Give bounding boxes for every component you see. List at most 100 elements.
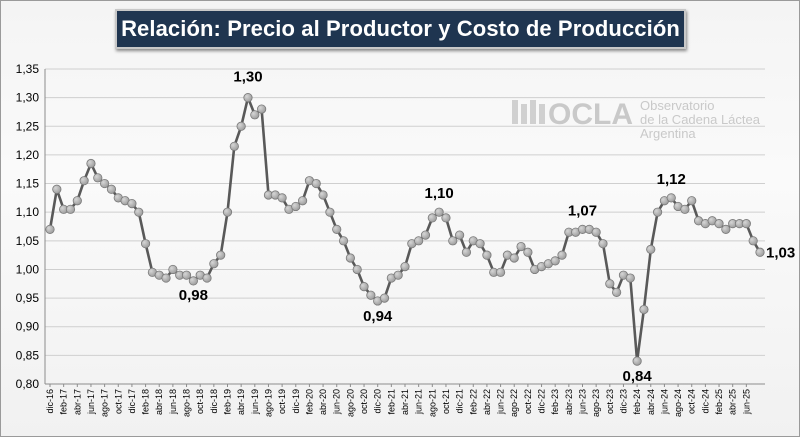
x-tick-label: abr-17 [72,389,82,415]
ocla-logo-line3: Argentina [640,126,696,141]
data-point [79,176,89,186]
data-point [297,196,308,206]
x-tick-label: abr-25 [728,389,738,415]
x-tick-label: oct-19 [277,389,287,414]
x-tick-label: jun-22 [496,389,506,415]
y-tick-label: 1,15 [16,177,40,191]
data-point [352,264,362,275]
y-tick-label: 1,00 [16,262,40,276]
data-point [632,356,642,366]
data-point [680,204,690,214]
data-point [188,276,198,286]
data-point [325,207,335,217]
data-point [591,227,601,237]
data-point [461,247,472,257]
data-point [666,193,676,203]
data-point [72,196,82,206]
data-point [65,204,76,214]
ocla-logo-line1: Observatorio [640,98,714,113]
data-label: 1,10 [425,185,454,202]
x-tick-label: dic-24 [700,389,710,414]
data-point [209,259,219,269]
data-label: 1,12 [657,171,686,188]
y-axis: 0,80 0,85 0,90 0,95 1,00 1,05 1,10 1,15 1,20 1,25… [16,62,40,391]
data-point [434,207,444,217]
data-point [714,219,724,229]
y-tick-label: 1,35 [16,62,40,76]
x-tick-label: abr-23 [564,389,574,415]
data-point [741,219,751,229]
data-point [612,287,622,297]
data-point [652,207,663,217]
data-point [277,193,287,203]
data-point [202,273,212,283]
data-point [748,236,758,246]
x-tick-label: ago-17 [100,389,110,417]
x-tick-label: abr-19 [236,389,246,415]
x-tick-label: dic-17 [127,389,137,414]
data-point [311,178,321,189]
data-point [639,304,649,315]
x-tick-label: dic-19 [291,389,301,414]
data-point [516,241,526,252]
x-tick-label: ago-22 [509,389,519,417]
x-tick-label: jun-18 [168,389,178,415]
data-point [345,253,355,263]
y-tick-label: 1,30 [16,91,40,105]
x-tick-label: dic-16 [45,389,55,414]
data-point [86,158,96,169]
y-tick-label: 1,10 [16,205,40,219]
x-tick-label: abr-22 [482,389,492,415]
y-tick-label: 0,85 [16,348,40,362]
data-point [45,224,55,234]
data-point [598,239,608,249]
x-tick-label: ago-19 [263,389,273,417]
data-point [605,279,615,289]
data-point [379,293,390,303]
x-tick-label: jun-25 [741,389,751,415]
data-point [250,110,260,120]
x-tick-label: jun-20 [332,389,342,415]
x-tick-label: jun-23 [578,389,588,415]
x-tick-label: jun-24 [659,389,669,415]
data-point [523,247,533,257]
x-tick-label: abr-24 [646,389,656,415]
data-point [359,282,369,292]
x-tick-label: oct-18 [195,389,205,414]
data-point [52,184,62,194]
x-tick-label: jun-21 [414,389,424,415]
data-point [161,273,171,283]
data-point [509,253,519,263]
data-label: 1,07 [568,202,597,219]
x-tick-label: feb-23 [550,389,560,415]
x-tick-label: ago-24 [673,389,683,417]
data-point [93,173,103,183]
data-point [366,290,376,300]
x-tick-label: jun-19 [250,389,260,415]
x-tick-label: abr-18 [154,389,164,415]
data-label: 0,84 [623,368,653,385]
data-point [338,236,349,246]
data-label: 1,30 [233,69,262,86]
x-tick-label: feb-22 [468,389,478,415]
data-point [646,244,656,255]
data-point [448,236,458,246]
data-label: 0,98 [179,287,208,304]
x-tick-label: abr-20 [318,389,328,415]
x-tick-label: feb-18 [141,389,151,415]
data-point [393,270,403,280]
data-point [127,198,137,209]
data-point [100,178,110,189]
data-point [420,230,431,240]
data-point [106,184,117,194]
data-label: 0,94 [363,308,393,325]
data-point [557,250,567,260]
x-tick-label: jun-17 [86,389,96,415]
data-point [755,247,765,257]
x-tick-label: feb-25 [714,389,724,415]
y-tick-label: 1,25 [16,119,40,133]
data-point [687,196,697,206]
x-tick-label: feb-21 [386,389,396,415]
